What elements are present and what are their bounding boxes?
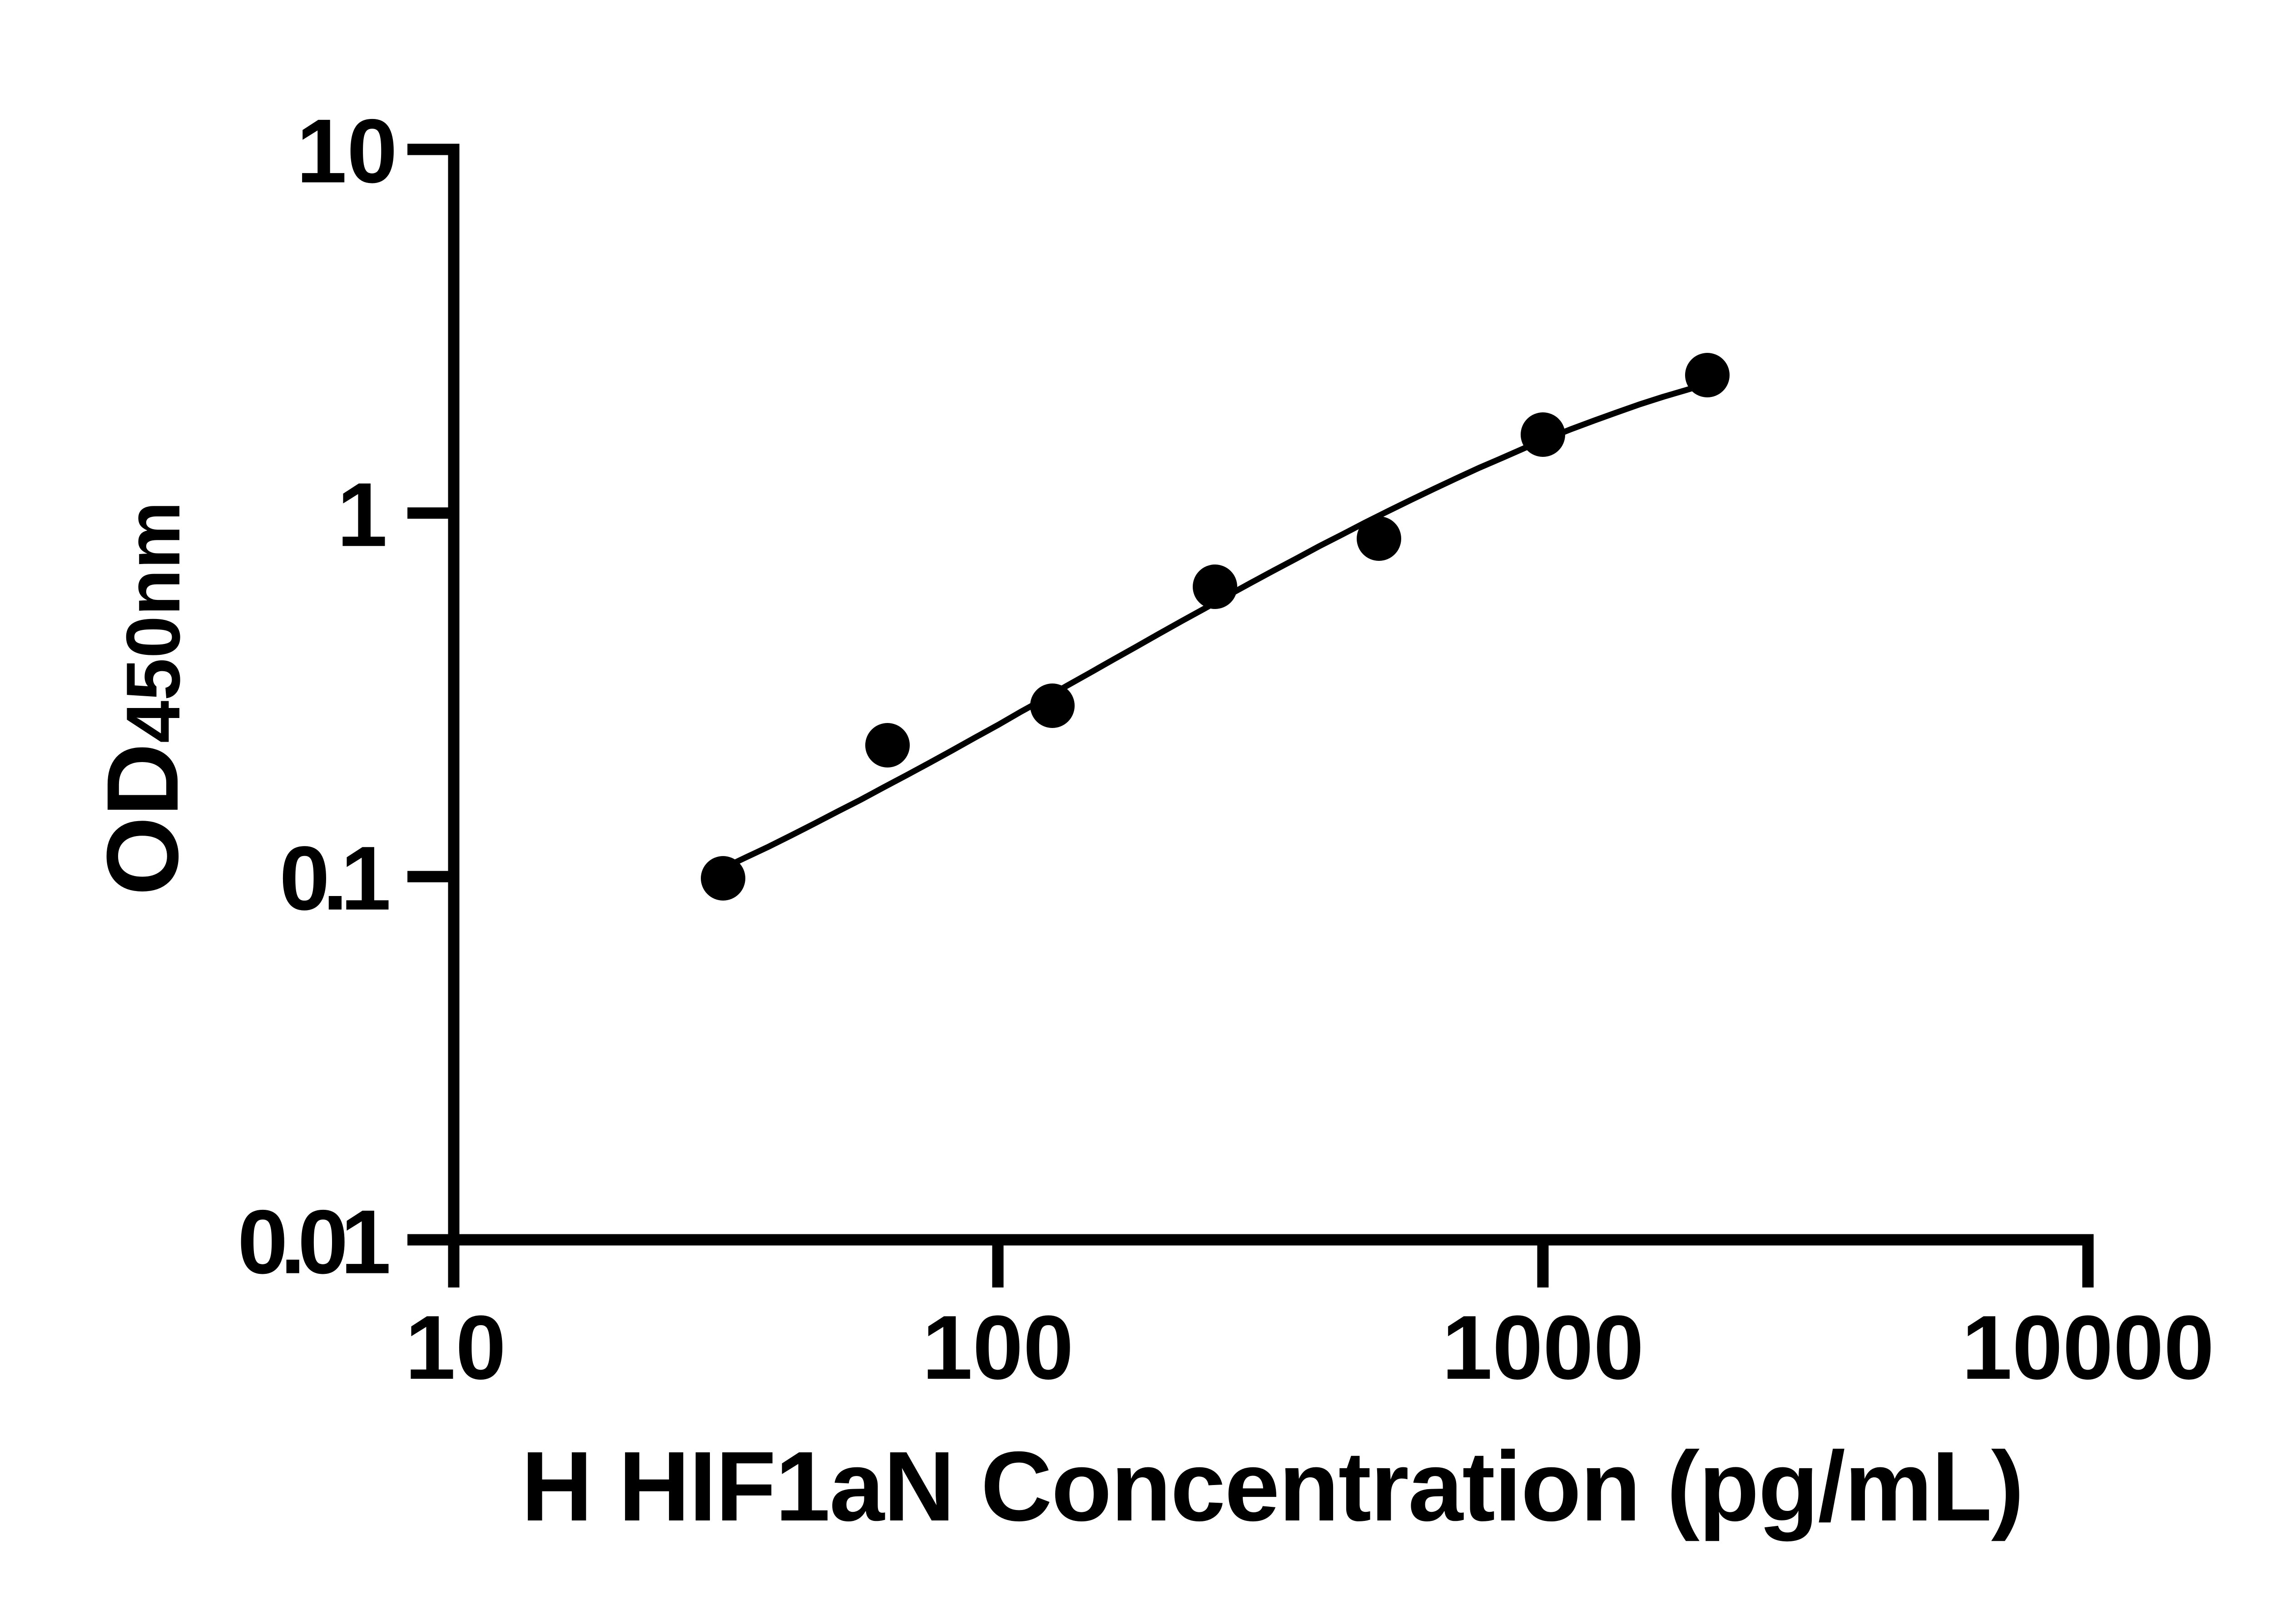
svg-text:0.01: 0.01 [238,1192,389,1293]
svg-text:10: 10 [405,1297,506,1398]
svg-text:1000: 1000 [1442,1297,1644,1398]
svg-text:0.1: 0.1 [279,828,389,929]
svg-text:10: 10 [297,101,397,202]
svg-text:H HIF1aN Concentration (pg/mL): H HIF1aN Concentration (pg/mL) [521,1431,2023,1542]
svg-text:10000: 10000 [1962,1297,2214,1398]
svg-text:1: 1 [337,464,387,565]
svg-text:100: 100 [922,1297,1074,1398]
